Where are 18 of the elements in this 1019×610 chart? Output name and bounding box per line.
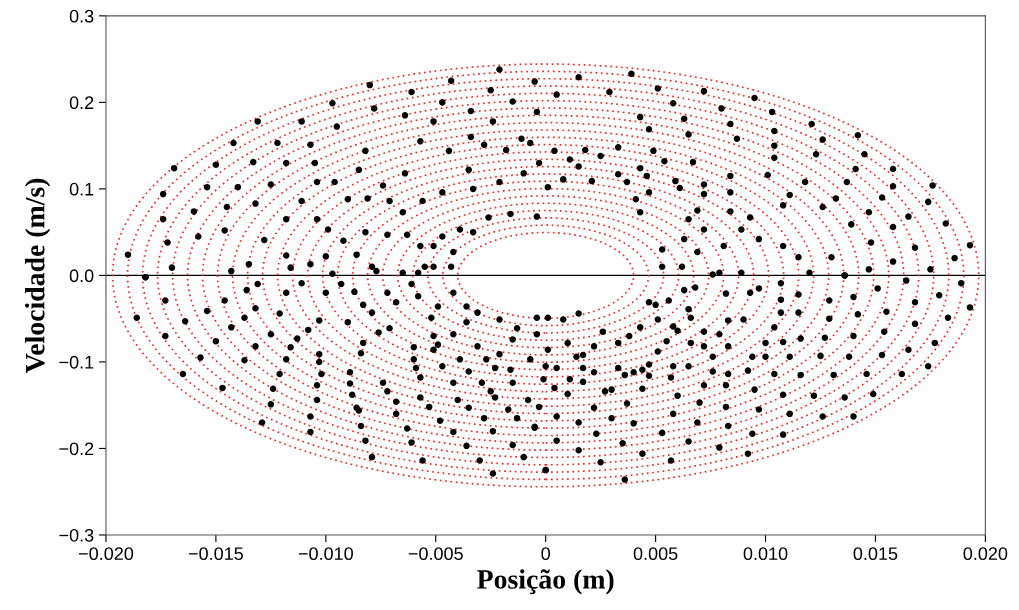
y-tick-label: −0.3	[59, 528, 94, 542]
x-tick-label: −0.010	[298, 547, 353, 561]
y-tick-label: 0.1	[69, 182, 94, 196]
x-tick-label: 0.005	[633, 547, 678, 561]
x-tick-label: 0.010	[743, 547, 788, 561]
x-axis-title: Posição (m)	[477, 569, 614, 595]
y-tick-label: −0.1	[59, 355, 94, 369]
y-tick-label: −0.2	[59, 442, 94, 456]
x-tick-label: −0.015	[188, 547, 244, 561]
y-tick-label: 0.3	[69, 9, 94, 23]
x-tick-label: −0.020	[79, 547, 134, 561]
y-tick-label: 0.0	[69, 269, 94, 283]
y-tick-label: 0.2	[69, 96, 94, 110]
x-tick-label: 0.015	[853, 547, 898, 561]
x-tick-label: 0.020	[963, 547, 1008, 561]
x-tick-label: −0.005	[408, 547, 463, 561]
x-tick-label: 0	[541, 547, 550, 561]
y-axis-title: Velocidade (m/s)	[25, 178, 51, 373]
